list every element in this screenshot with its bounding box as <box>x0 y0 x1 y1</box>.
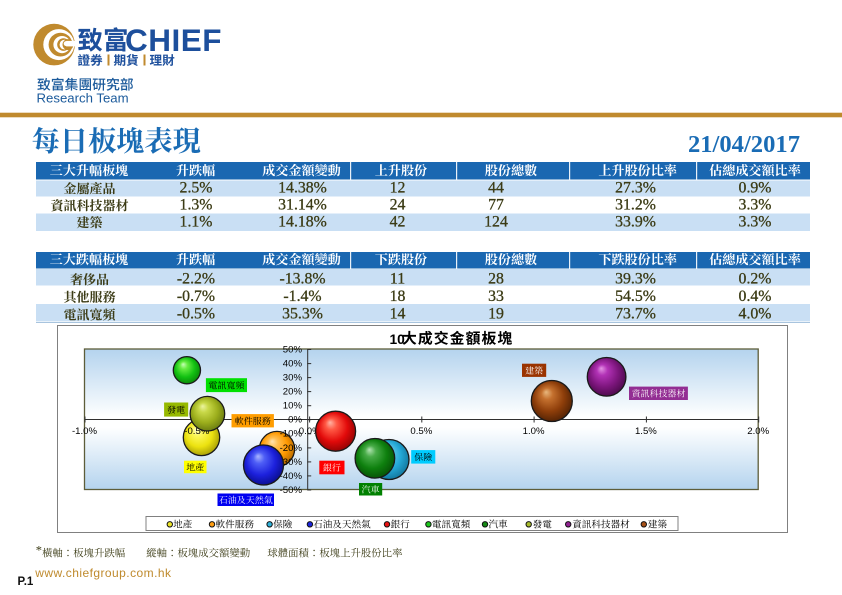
svg-text:11: 11 <box>390 271 405 288</box>
svg-text:33: 33 <box>488 288 504 305</box>
svg-text:-2.2%: -2.2% <box>177 271 215 288</box>
svg-text:124: 124 <box>484 214 508 231</box>
svg-text:0%: 0% <box>288 415 302 426</box>
svg-text:44: 44 <box>488 180 504 197</box>
svg-text:0.2%: 0.2% <box>739 271 772 288</box>
svg-text:42: 42 <box>390 214 406 231</box>
svg-text:3.3%: 3.3% <box>739 197 772 214</box>
svg-text:-13.8%: -13.8% <box>279 271 325 288</box>
svg-text:www.chiefgroup.com.hk: www.chiefgroup.com.hk <box>34 566 172 580</box>
svg-text:10%: 10% <box>283 401 303 412</box>
svg-text:31.14%: 31.14% <box>278 197 327 214</box>
svg-text:50%: 50% <box>283 344 303 355</box>
svg-text:-40%: -40% <box>280 471 303 482</box>
svg-text:24: 24 <box>390 197 406 214</box>
svg-text:77: 77 <box>488 197 504 214</box>
svg-text:14.18%: 14.18% <box>278 214 327 231</box>
svg-text:54.5%: 54.5% <box>615 288 656 305</box>
svg-text:21/04/2017: 21/04/2017 <box>688 131 800 158</box>
svg-text:2.0%: 2.0% <box>747 426 769 437</box>
svg-text:-0.5%: -0.5% <box>184 426 210 437</box>
svg-text:19: 19 <box>488 306 504 323</box>
svg-text:-50%: -50% <box>280 485 303 496</box>
svg-text:1.5%: 1.5% <box>635 426 657 437</box>
svg-text:35.3%: 35.3% <box>282 306 323 323</box>
svg-text:39.3%: 39.3% <box>615 271 656 288</box>
svg-text:2.5%: 2.5% <box>180 180 213 197</box>
svg-text:4.0%: 4.0% <box>739 306 772 323</box>
svg-text:1.1%: 1.1% <box>180 214 213 231</box>
svg-text:1.0%: 1.0% <box>523 426 545 437</box>
svg-text:12: 12 <box>390 180 406 197</box>
svg-text:0.4%: 0.4% <box>739 288 772 305</box>
svg-text:Research Team: Research Team <box>37 91 129 106</box>
svg-text:-1.0%: -1.0% <box>72 426 98 437</box>
svg-text:0.0%: 0.0% <box>299 426 321 437</box>
svg-text:CHIEF: CHIEF <box>125 22 222 58</box>
svg-text:0.9%: 0.9% <box>739 180 772 197</box>
svg-text:31.2%: 31.2% <box>615 197 656 214</box>
svg-text:14: 14 <box>390 306 406 323</box>
svg-text:0.5%: 0.5% <box>410 426 432 437</box>
svg-text:27.3%: 27.3% <box>615 180 656 197</box>
svg-text:28: 28 <box>488 271 504 288</box>
svg-text:18: 18 <box>390 288 406 305</box>
svg-text:73.7%: 73.7% <box>615 306 656 323</box>
svg-text:-0.7%: -0.7% <box>177 288 215 305</box>
svg-text:-0.5%: -0.5% <box>177 306 215 323</box>
svg-text:20%: 20% <box>283 387 303 398</box>
svg-text:40%: 40% <box>283 358 303 369</box>
svg-text:3.3%: 3.3% <box>739 214 772 231</box>
svg-text:1.3%: 1.3% <box>180 197 213 214</box>
svg-text:-10%: -10% <box>280 429 303 440</box>
svg-text:*: * <box>36 544 42 558</box>
svg-text:14.38%: 14.38% <box>278 180 327 197</box>
svg-text:33.9%: 33.9% <box>615 214 656 231</box>
svg-text:-30%: -30% <box>280 457 303 468</box>
svg-text:-1.4%: -1.4% <box>283 288 321 305</box>
svg-text:-20%: -20% <box>280 443 303 454</box>
svg-text:30%: 30% <box>283 373 303 384</box>
svg-text:P.1: P.1 <box>18 576 34 588</box>
svg-text:10: 10 <box>390 332 406 347</box>
